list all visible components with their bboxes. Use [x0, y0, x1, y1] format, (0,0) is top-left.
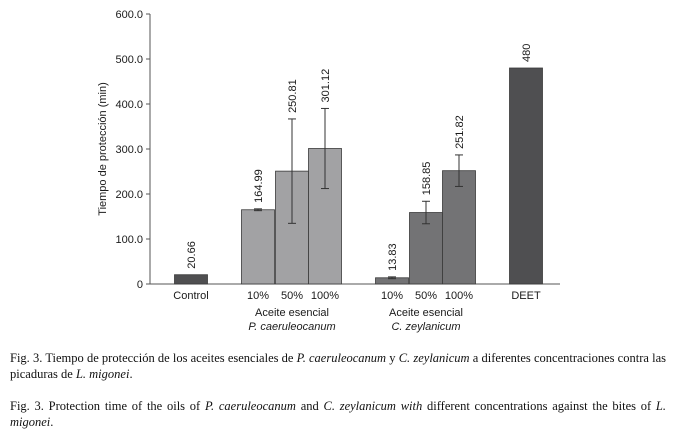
group-label: Aceite esencial [389, 307, 463, 319]
axes [146, 13, 560, 285]
figure-caption-spanish: Fig. 3. Tiempo de protección de los acei… [10, 351, 666, 381]
x-tick-label: 50% [415, 290, 437, 302]
y-tick-label: 0 [137, 279, 143, 291]
data-label: 250.81 [287, 79, 299, 113]
bar [241, 209, 275, 285]
bar-chart: 0 100.0 200.0 300.0 400.0 500.0 600.0 Tiempo de… [97, 9, 560, 333]
y-tick-label: 400.0 [115, 99, 143, 111]
x-tick-label: 10% [381, 290, 403, 302]
bar [174, 274, 208, 285]
group-label-species: P. caeruleocanum [248, 321, 335, 333]
y-tick-label: 200.0 [115, 189, 143, 201]
data-label: 13.83 [387, 243, 399, 271]
figure-caption-english: Fig. 3. Protection time of the oils of P… [10, 399, 666, 429]
y-tick-label: 500.0 [115, 54, 143, 66]
x-tick-label: Control [173, 290, 208, 302]
bar [442, 170, 476, 285]
x-tick-label: 10% [247, 290, 269, 302]
labels: 0 100.0 200.0 300.0 400.0 500.0 600.0 Tiempo de… [97, 9, 541, 333]
group-label-species: C. zeylanicum [391, 321, 460, 333]
data-label: 251.82 [454, 115, 466, 149]
data-label: 480 [521, 44, 533, 62]
y-tick-label: 300.0 [115, 144, 143, 156]
x-tick-label: DEET [511, 290, 541, 302]
bar [509, 67, 543, 285]
data-label: 158.85 [421, 162, 433, 196]
data-label: 20.66 [186, 241, 198, 269]
y-tick-label: 600.0 [115, 9, 143, 21]
y-axis-label: Tiempo de protección (min) [97, 82, 109, 215]
x-tick-label: 100% [311, 290, 339, 302]
y-tick-label: 100.0 [115, 234, 143, 246]
bars [174, 67, 543, 285]
x-tick-label: 100% [445, 290, 473, 302]
group-label: Aceite esencial [255, 307, 329, 319]
x-tick-label: 50% [281, 290, 303, 302]
data-label: 164.99 [253, 169, 265, 203]
data-label: 301.12 [320, 69, 332, 103]
